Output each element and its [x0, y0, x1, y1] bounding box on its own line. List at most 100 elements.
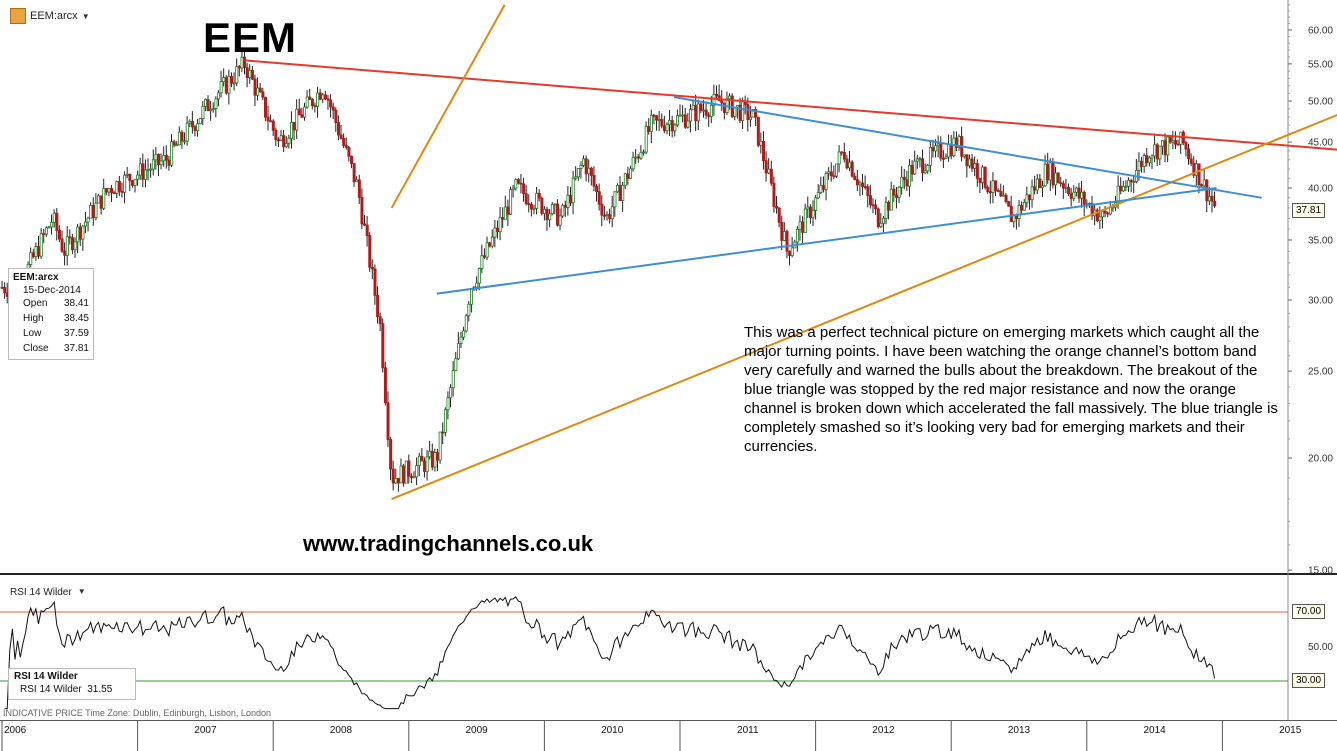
website-label: www.tradingchannels.co.uk — [303, 531, 594, 556]
candle-body — [988, 191, 992, 194]
last-price-tag: 37.81 — [1292, 203, 1326, 218]
chevron-down-icon[interactable]: ▼ — [81, 11, 90, 21]
candle-body — [983, 166, 987, 188]
candle-body — [193, 126, 197, 132]
candle-body — [230, 76, 234, 84]
symbol-header[interactable]: EEM:arcx ▼ — [10, 8, 90, 24]
candle-body — [897, 186, 901, 198]
candle-body — [1098, 216, 1102, 222]
candle-body — [297, 108, 301, 116]
candle-body — [905, 179, 909, 187]
price-tick-label: 60.00 — [1308, 26, 1333, 37]
candle-body — [1106, 212, 1110, 215]
candle-body — [850, 161, 854, 177]
candle-body — [112, 192, 116, 194]
commentary-text: This was a perfect technical picture on … — [744, 324, 1278, 455]
candle-body — [423, 460, 427, 472]
candle-body — [1020, 204, 1024, 211]
candle-body — [86, 217, 90, 223]
candle-body — [749, 116, 753, 121]
rsi-tick-label: 50.00 — [1308, 642, 1333, 653]
ohlc-row-open: Open 38.41 — [23, 298, 89, 309]
candle-body — [644, 126, 648, 153]
candle-body — [76, 226, 80, 243]
candle-body — [1142, 155, 1146, 167]
candle-body — [151, 159, 155, 170]
candle-body — [329, 99, 333, 108]
candle-body — [1184, 142, 1188, 150]
candle-body — [209, 108, 213, 112]
candle-body — [1155, 144, 1159, 160]
candle-body — [162, 155, 166, 162]
candle-body — [459, 336, 463, 344]
candle-body — [256, 87, 260, 96]
candle-body — [462, 330, 466, 338]
candle-body — [741, 101, 745, 121]
ohlc-row-low: Low 37.59 — [23, 328, 89, 339]
candle-body — [342, 137, 346, 146]
candle-body — [443, 409, 447, 433]
candle-body — [720, 100, 724, 104]
candle-body — [1176, 143, 1180, 146]
candle-body — [91, 205, 95, 219]
candle-body — [1187, 148, 1191, 160]
candle-body — [313, 105, 317, 107]
candle-body — [746, 104, 750, 121]
rsi-box-row: RSI 14 Wilder 31.55 — [20, 684, 113, 695]
price-tick-label: 55.00 — [1308, 59, 1333, 70]
candle-body — [548, 213, 552, 221]
candle-body — [926, 164, 930, 172]
candle-body — [128, 173, 132, 182]
candle-body — [686, 120, 690, 128]
candle-body — [1124, 185, 1128, 188]
candle-body — [415, 465, 419, 478]
candle-body — [806, 206, 810, 210]
candle-body — [386, 402, 390, 440]
candle-body — [451, 370, 455, 389]
chevron-down-icon[interactable]: ▼ — [77, 587, 86, 596]
candle-body — [352, 163, 356, 182]
candle-body — [410, 475, 414, 478]
candle-body — [245, 67, 249, 78]
candle-body — [110, 188, 114, 193]
candle-body — [261, 91, 265, 98]
candle-body — [910, 165, 914, 175]
candle-body — [190, 121, 194, 128]
candle-body — [363, 223, 367, 226]
candle-body — [365, 224, 369, 237]
candle-body — [1077, 187, 1081, 199]
candle-body — [855, 179, 859, 186]
rsi-indicator-header[interactable]: RSI 14 Wilder ▼ — [10, 587, 86, 598]
candle-body — [535, 192, 539, 209]
candle-body — [819, 185, 823, 193]
candle-body — [863, 186, 867, 188]
candle-body — [923, 170, 927, 174]
candle-body — [0, 286, 4, 289]
candle-body — [1119, 185, 1123, 192]
candle-body — [433, 452, 437, 468]
candle-body — [602, 214, 606, 217]
candle-body — [42, 233, 46, 235]
candle-body — [198, 118, 202, 125]
candle-body — [149, 168, 153, 171]
candle-body — [634, 156, 638, 159]
chart-icon — [10, 8, 26, 24]
candle-body — [858, 182, 862, 186]
candle-body — [211, 108, 215, 111]
candle-body — [391, 468, 395, 484]
candle-body — [540, 197, 544, 214]
candle-body — [681, 114, 685, 117]
trendlines — [244, 4, 1337, 500]
candle-body — [39, 233, 43, 257]
candle-body — [955, 137, 959, 148]
candle-body — [866, 186, 870, 197]
candle-body — [514, 179, 518, 189]
candle-body — [715, 93, 719, 97]
candle-body — [1163, 140, 1167, 156]
candle-body — [269, 120, 273, 123]
candle-body — [652, 114, 656, 117]
candle-body — [396, 477, 400, 484]
candle-body — [1046, 163, 1050, 181]
candle-body — [868, 195, 872, 206]
candle-body — [57, 230, 61, 240]
